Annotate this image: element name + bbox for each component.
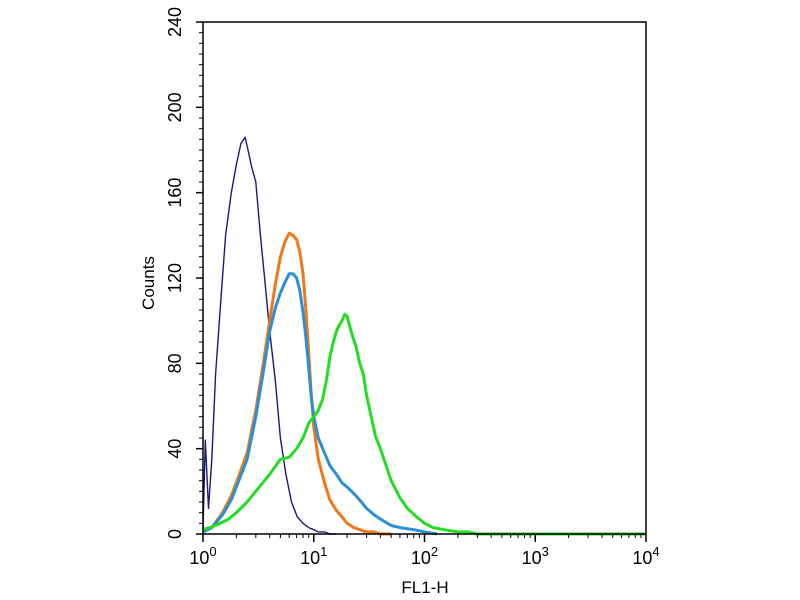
y-tick-label: 240 bbox=[165, 7, 185, 37]
y-tick-label: 120 bbox=[165, 263, 185, 293]
plot-frame bbox=[202, 21, 647, 535]
y-tick-label: 80 bbox=[165, 353, 185, 373]
series-layer bbox=[202, 136, 646, 536]
x-axis-title: FL1-H bbox=[401, 578, 448, 597]
y-tick-label: 0 bbox=[165, 529, 185, 539]
series-line-1 bbox=[202, 136, 337, 535]
x-tick-label: 101 bbox=[300, 544, 327, 568]
y-tick-label: 160 bbox=[165, 178, 185, 208]
y-tick-label: 200 bbox=[165, 92, 185, 122]
x-axis-ticks: 100 101 102 103 104 bbox=[189, 534, 660, 568]
x-tick-label: 100 bbox=[189, 544, 216, 568]
x-tick-label: 102 bbox=[411, 544, 438, 568]
y-axis-ticks: 0 40 80 120 160 200 240 bbox=[165, 7, 203, 539]
series-line-3 bbox=[202, 272, 438, 536]
x-tick-label: 104 bbox=[632, 544, 659, 568]
y-axis-title: Counts bbox=[139, 256, 158, 310]
x-tick-label: 103 bbox=[522, 544, 549, 568]
y-tick-label: 40 bbox=[165, 439, 185, 459]
series-line-4 bbox=[202, 312, 646, 536]
